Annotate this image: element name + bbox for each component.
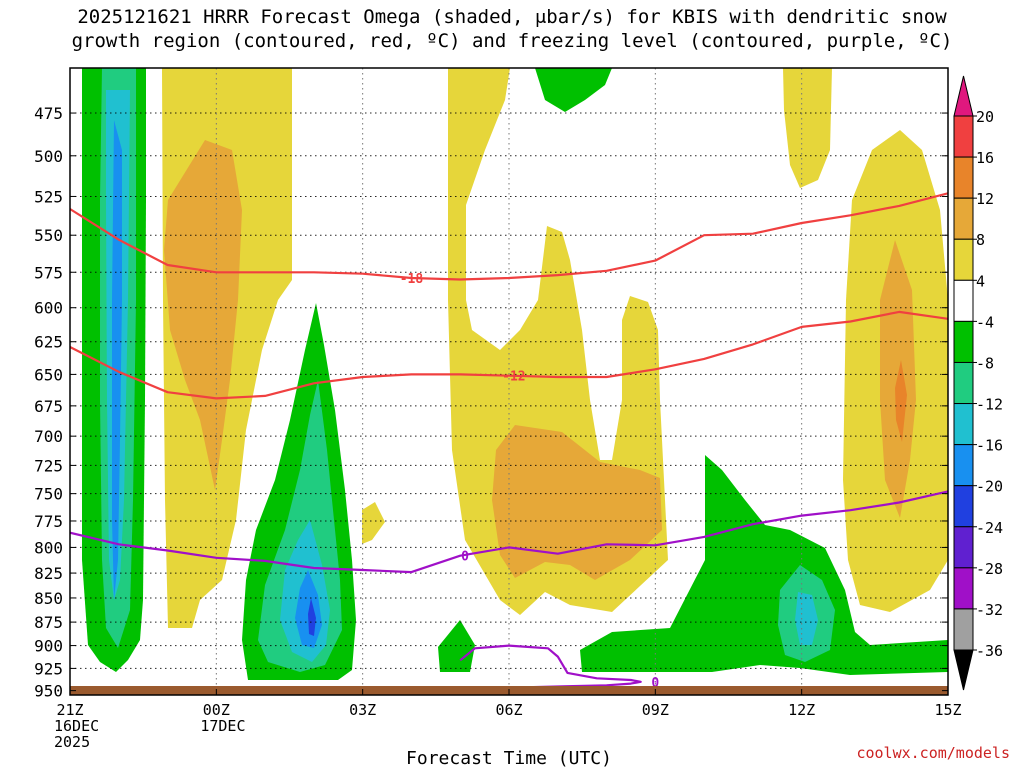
credit-text: coolwx.com/models (856, 744, 1010, 762)
y-tick-label-800: 800 (34, 538, 63, 557)
omega-upward-plume-02Z-core (308, 598, 316, 636)
colorbar-label--28: -28 (976, 560, 1003, 578)
contour-freezing-level-0-c-label: 0 (461, 550, 469, 565)
y-tick-label-775: 775 (34, 512, 63, 531)
colorbar-top-arrow (953, 75, 974, 117)
colorbar-label--24: -24 (976, 519, 1003, 537)
omega-downward-14Z-core (895, 360, 907, 442)
omega-downward-12Z-yellow (783, 68, 832, 188)
colorbar-label-8: 8 (976, 231, 985, 249)
y-tick-label-575: 575 (34, 263, 63, 282)
colorbar-swatch-11 (953, 567, 974, 610)
omega-upward-cell-13Z-green (580, 455, 948, 675)
colorbar-swatch-0 (953, 115, 974, 158)
contour-dendritic-18-c-label: -18 (400, 272, 424, 287)
x-tick-label-0-1: 16DEC (54, 717, 99, 735)
y-tick-label-625: 625 (34, 333, 63, 352)
y-tick-label-725: 725 (34, 456, 63, 475)
colorbar-label--20: -20 (976, 478, 1003, 496)
omega-downward-blob-04Z (362, 502, 385, 544)
y-tick-label-675: 675 (34, 397, 63, 416)
colorbar-swatch-9 (953, 485, 974, 528)
x-tick-label-12-0: 09Z (642, 701, 669, 719)
colorbar-swatch-3 (953, 238, 974, 281)
colorbar-label--36: -36 (976, 642, 1003, 660)
contour-freezing-level-0-c (70, 490, 948, 574)
x-tick-label-9-0: 06Z (495, 701, 522, 719)
contour-dendritic-12-c (70, 310, 948, 400)
x-tick-label-15-0: 12Z (788, 701, 815, 719)
colorbar-swatch-1 (953, 156, 974, 199)
contour-dendritic-18-c (70, 192, 948, 281)
y-tick-label-650: 650 (34, 365, 63, 384)
colorbar-label-16: 16 (976, 149, 994, 167)
y-tick-label-550: 550 (34, 226, 63, 245)
x-axis-label: Forecast Time (UTC) (406, 748, 612, 768)
colorbar-swatch-12 (953, 608, 974, 651)
contour-freezing-level-0-c-near-surface--label: 0 (651, 676, 659, 691)
colorbar-swatch-6 (953, 361, 974, 405)
y-tick-label-750: 750 (34, 485, 63, 504)
y-tick-label-700: 700 (34, 427, 63, 446)
colorbar-label--12: -12 (976, 396, 1003, 414)
colorbar-swatch-8 (953, 444, 974, 487)
x-tick-label-3-1: 17DEC (200, 717, 245, 735)
colorbar-swatch-5 (953, 320, 974, 363)
colorbar-label-4: 4 (976, 272, 985, 290)
omega-upward-plume-02Z-blue (295, 570, 322, 648)
colorbar-label-20: 20 (976, 108, 994, 126)
colorbar-label--4: -4 (976, 313, 994, 331)
colorbar-swatch-4 (953, 279, 974, 322)
y-tick-label-525: 525 (34, 187, 63, 206)
colorbar-bottom-arrow (953, 649, 974, 691)
chart-title-line1: 2025121621 HRRR Forecast Omega (shaded, … (77, 6, 947, 28)
y-tick-label-900: 900 (34, 637, 63, 656)
colorbar-label--16: -16 (976, 437, 1003, 455)
contour-dendritic-12-c-label: -12 (502, 370, 525, 385)
y-tick-label-500: 500 (34, 147, 63, 166)
colorbar-swatch-7 (953, 403, 974, 446)
x-tick-label-6-0: 03Z (349, 701, 376, 719)
y-tick-label-600: 600 (34, 299, 63, 318)
colorbar-swatch-10 (953, 526, 974, 569)
y-tick-label-475: 475 (34, 104, 63, 123)
colorbar-label--8: -8 (976, 354, 994, 372)
omega-downward-column-01Z-orange (164, 140, 242, 490)
omega-upward-top-06Z-green (535, 68, 612, 112)
x-tick-label-3-0: 00Z (203, 701, 230, 719)
y-tick-label-925: 925 (34, 659, 63, 678)
colorbar-swatch-2 (953, 197, 974, 240)
y-tick-label-875: 875 (34, 613, 63, 632)
y-tick-label-825: 825 (34, 564, 63, 583)
omega-downward-07Z-orange (492, 425, 662, 580)
y-tick-label-850: 850 (34, 589, 63, 608)
y-tick-label-950: 950 (34, 682, 63, 701)
x-tick-label-0-2: 2025 (54, 733, 90, 751)
x-tick-label-18-0: 15Z (934, 701, 961, 719)
colorbar-label-12: 12 (976, 190, 994, 208)
colorbar-label--32: -32 (976, 601, 1003, 619)
omega-upward-cell-13Z-cyan (795, 592, 818, 645)
x-tick-label-0-0: 21Z (56, 701, 83, 719)
chart-title-line2: growth region (contoured, red, ºC) and f… (71, 30, 953, 52)
